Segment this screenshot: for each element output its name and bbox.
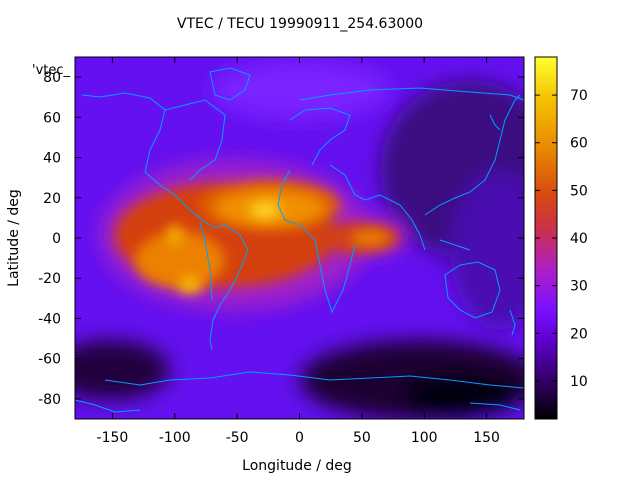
x-axis-label: Longitude / deg bbox=[242, 458, 352, 474]
y-tick-label: -60 bbox=[38, 352, 61, 368]
y-tick-label: 40 bbox=[43, 151, 61, 167]
y-tick-label: 60 bbox=[43, 110, 61, 126]
y-tick-label: 0 bbox=[52, 231, 61, 247]
y-tick-label: 20 bbox=[43, 191, 61, 207]
y-tick-label: -40 bbox=[38, 311, 61, 327]
colorbar-tick-label: 70 bbox=[570, 88, 588, 104]
x-axis-ticks: -150 -100 -50 0 50 100 150 bbox=[97, 57, 500, 446]
x-tick-label: 150 bbox=[473, 430, 500, 446]
colorbar bbox=[535, 57, 557, 419]
y-tick-label: 80 bbox=[43, 70, 61, 86]
x-tick-label: 100 bbox=[411, 430, 438, 446]
vtec-field bbox=[75, 57, 524, 419]
x-tick-label: -100 bbox=[159, 430, 191, 446]
y-tick-label: -20 bbox=[38, 271, 61, 287]
colorbar-tick-label: 50 bbox=[570, 183, 588, 199]
colorbar-tick-label: 20 bbox=[570, 326, 588, 342]
y-axis-label: Latitude / deg bbox=[6, 189, 22, 287]
series-key: 'vtec_ bbox=[32, 63, 71, 78]
colorbar-tick-label: 60 bbox=[570, 136, 588, 152]
y-tick-label: -80 bbox=[38, 392, 61, 408]
x-tick-label: 0 bbox=[295, 430, 304, 446]
x-tick-label: -50 bbox=[226, 430, 249, 446]
coastlines bbox=[75, 67, 524, 413]
colorbar-tick-label: 30 bbox=[570, 279, 588, 295]
x-tick-label: -150 bbox=[97, 430, 129, 446]
chart-title: VTEC / TECU 19990911_254.63000 bbox=[176, 16, 424, 32]
y-axis-ticks: -80 -60 -40 -20 0 20 40 60 80 bbox=[38, 70, 524, 408]
colorbar-tick-label: 10 bbox=[570, 374, 588, 390]
colorbar-ticks: 10 20 30 40 50 60 70 bbox=[535, 88, 588, 390]
x-tick-label: 50 bbox=[353, 430, 371, 446]
colorbar-tick-label: 40 bbox=[570, 231, 588, 247]
